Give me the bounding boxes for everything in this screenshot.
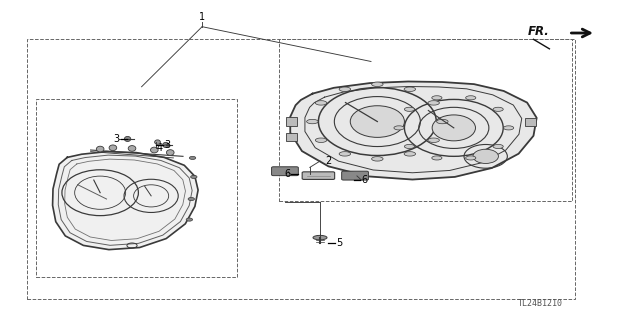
Text: FR.: FR. bbox=[527, 25, 549, 38]
Ellipse shape bbox=[466, 156, 476, 160]
Ellipse shape bbox=[191, 175, 197, 178]
Ellipse shape bbox=[428, 101, 440, 105]
Polygon shape bbox=[291, 81, 537, 180]
Ellipse shape bbox=[313, 235, 327, 240]
Ellipse shape bbox=[466, 96, 476, 100]
Ellipse shape bbox=[372, 157, 383, 161]
Ellipse shape bbox=[97, 146, 104, 152]
Ellipse shape bbox=[432, 96, 442, 100]
Ellipse shape bbox=[504, 126, 514, 130]
Text: 3: 3 bbox=[113, 134, 119, 144]
Ellipse shape bbox=[404, 145, 415, 149]
Ellipse shape bbox=[166, 150, 174, 155]
Ellipse shape bbox=[124, 137, 131, 141]
Ellipse shape bbox=[404, 152, 415, 156]
Ellipse shape bbox=[394, 126, 404, 130]
Text: 5: 5 bbox=[336, 238, 342, 248]
Ellipse shape bbox=[109, 145, 116, 151]
Ellipse shape bbox=[316, 101, 327, 105]
Ellipse shape bbox=[432, 115, 476, 141]
Ellipse shape bbox=[163, 142, 169, 147]
Ellipse shape bbox=[150, 147, 158, 153]
FancyBboxPatch shape bbox=[271, 167, 298, 176]
Ellipse shape bbox=[339, 152, 351, 156]
Ellipse shape bbox=[188, 197, 195, 201]
Bar bbox=[525, 118, 536, 125]
Text: TL24B1210: TL24B1210 bbox=[517, 299, 563, 308]
Ellipse shape bbox=[436, 119, 448, 124]
Ellipse shape bbox=[404, 87, 415, 92]
Ellipse shape bbox=[493, 145, 503, 149]
Ellipse shape bbox=[189, 156, 196, 160]
Text: 3: 3 bbox=[164, 140, 170, 150]
Ellipse shape bbox=[339, 87, 351, 92]
Text: 2: 2 bbox=[325, 156, 332, 166]
Ellipse shape bbox=[404, 107, 415, 111]
Ellipse shape bbox=[428, 138, 440, 142]
Text: 6: 6 bbox=[362, 175, 367, 185]
Text: 6: 6 bbox=[284, 169, 290, 179]
Bar bbox=[285, 133, 297, 141]
Ellipse shape bbox=[316, 138, 327, 142]
Bar bbox=[27, 39, 575, 299]
Ellipse shape bbox=[307, 119, 318, 124]
FancyBboxPatch shape bbox=[302, 172, 335, 179]
Ellipse shape bbox=[372, 82, 383, 86]
Ellipse shape bbox=[155, 140, 161, 144]
Ellipse shape bbox=[493, 107, 503, 111]
Text: 1: 1 bbox=[199, 12, 205, 22]
Ellipse shape bbox=[186, 218, 193, 221]
Polygon shape bbox=[52, 152, 198, 250]
Ellipse shape bbox=[473, 149, 499, 163]
Text: 4: 4 bbox=[156, 144, 163, 153]
Bar bbox=[285, 117, 297, 126]
Ellipse shape bbox=[128, 145, 136, 151]
Ellipse shape bbox=[350, 106, 404, 137]
Ellipse shape bbox=[432, 156, 442, 160]
FancyBboxPatch shape bbox=[342, 171, 369, 180]
Bar bbox=[278, 39, 572, 201]
Bar bbox=[36, 100, 237, 277]
